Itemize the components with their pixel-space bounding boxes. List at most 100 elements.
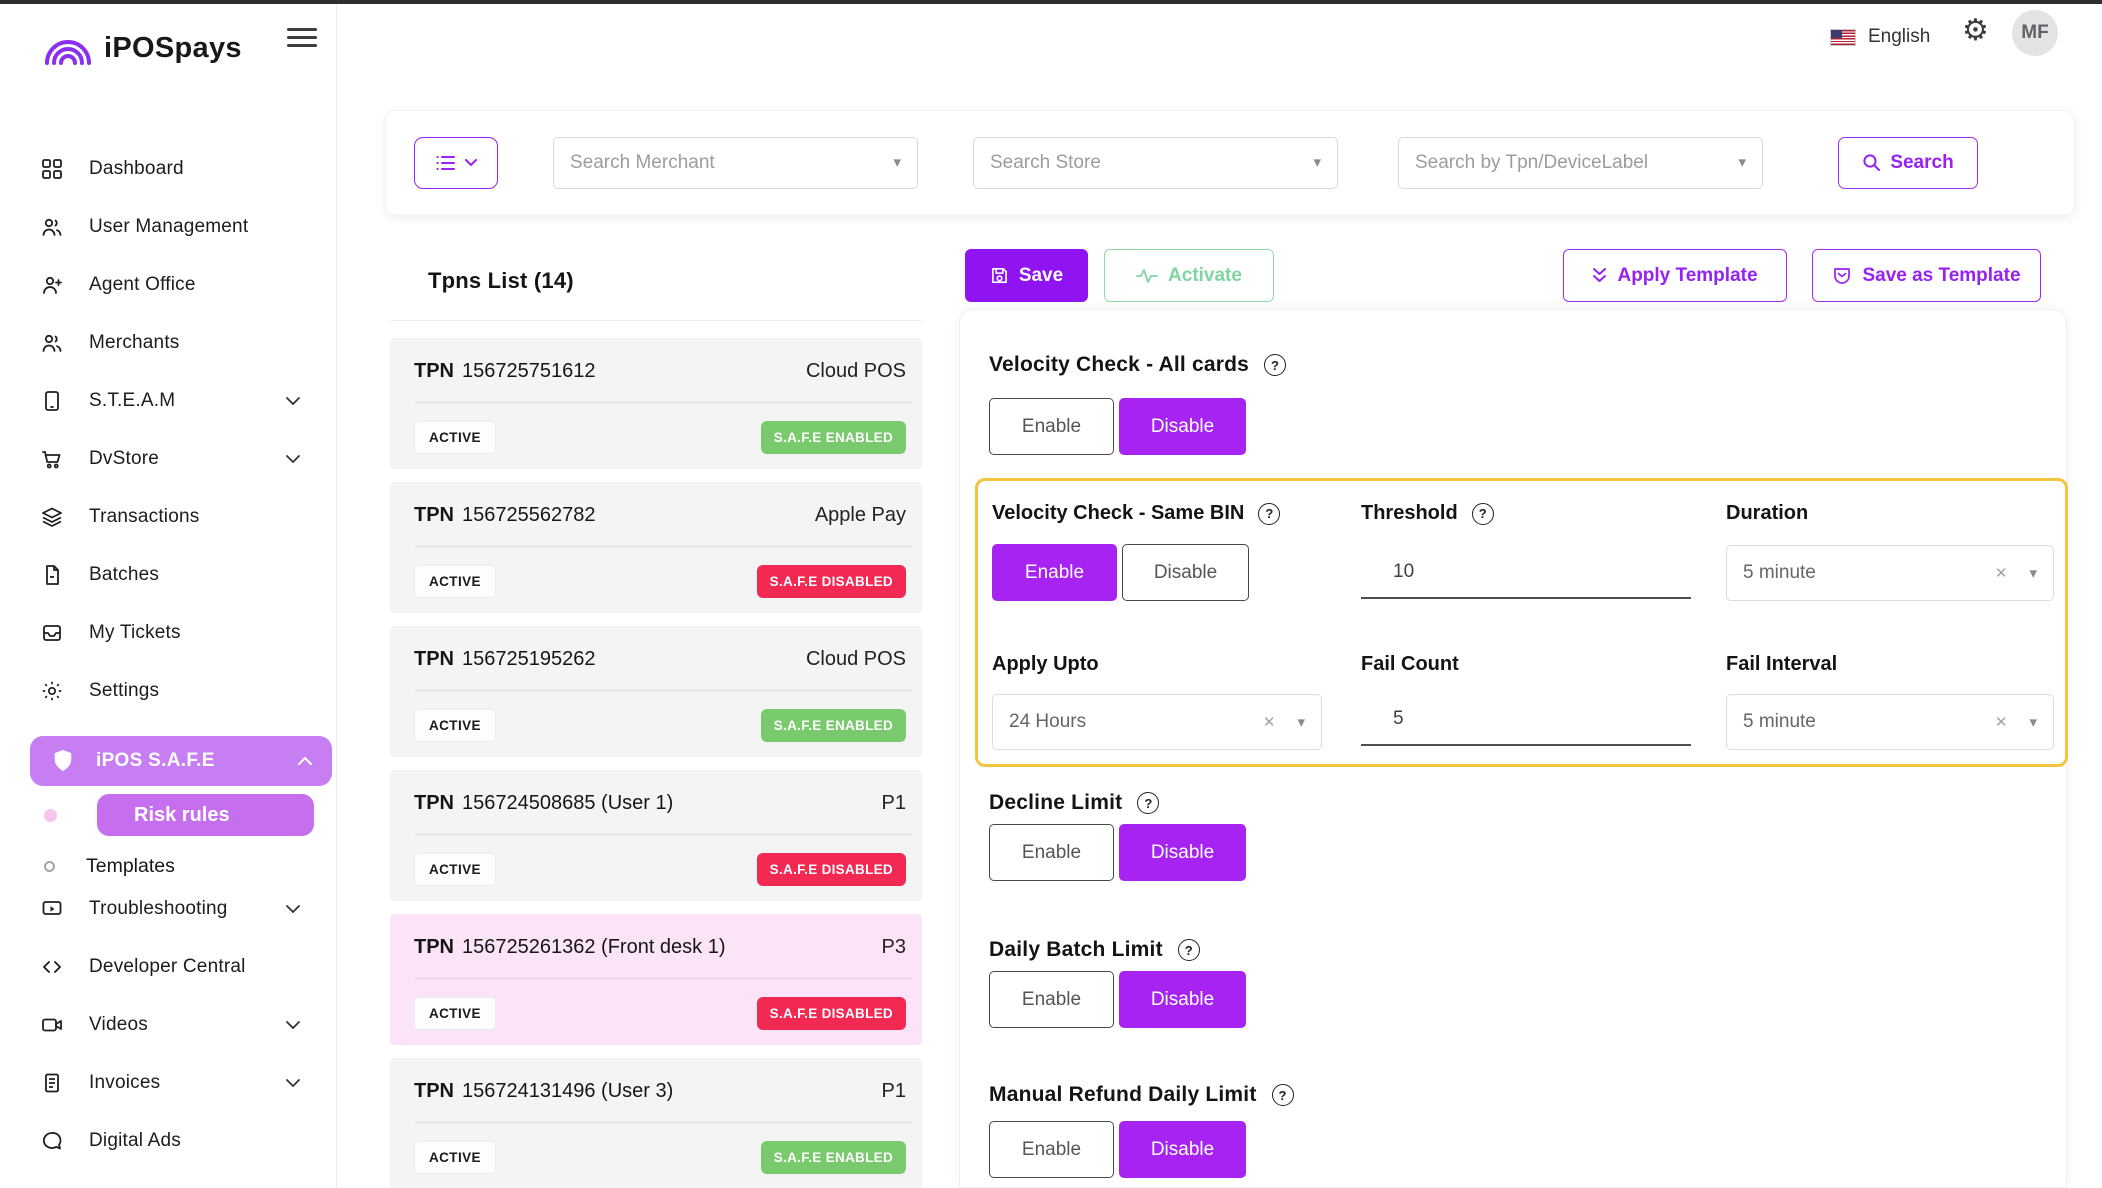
search-button[interactable]: Search <box>1838 136 1978 189</box>
sidebar-item-agent-office[interactable]: Agent Office <box>0 256 336 314</box>
chat-bubble-icon <box>40 1129 64 1153</box>
tpn-list-item[interactable]: TPN 156724131496 (User 3) P1 ACTIVE S.A.F… <box>390 1058 922 1188</box>
rainbow-arc-logo-icon <box>42 33 94 65</box>
cart-icon <box>40 447 64 471</box>
manual-refund-daily-limit-toggle: Enable Disable <box>989 1121 1246 1178</box>
help-icon[interactable] <box>1177 939 1200 961</box>
settings-gear-icon[interactable] <box>1962 13 1989 48</box>
caret-down-icon <box>1313 153 1321 172</box>
sidebar-item-digital-ads[interactable]: Digital Ads <box>0 1112 336 1170</box>
help-icon[interactable] <box>1471 502 1494 525</box>
manual-refund-daily-limit-section: Manual Refund Daily Limit <box>989 1083 1294 1107</box>
help-icon[interactable] <box>1264 354 1287 376</box>
disable-button[interactable]: Disable <box>1119 971 1246 1028</box>
tpn-prefix: TPN <box>414 360 454 382</box>
tablet-icon <box>40 389 64 413</box>
apply-template-button[interactable]: Apply Template <box>1563 249 1787 302</box>
language-selector[interactable]: English <box>1830 26 1930 48</box>
fail-interval-select[interactable]: 5 minute <box>1726 694 2054 750</box>
enable-button[interactable]: Enable <box>989 824 1114 881</box>
list-icon <box>435 153 457 173</box>
velocity-all-cards-section: Velocity Check - All cards <box>989 353 1287 377</box>
divider <box>414 546 912 547</box>
safe-badge: S.A.F.E ENABLED <box>760 709 906 742</box>
clear-icon[interactable] <box>1263 713 1276 732</box>
sidebar-item-invoices[interactable]: Invoices <box>0 1054 336 1112</box>
fail-count-input[interactable]: 5 <box>1361 694 1691 746</box>
tpns-list-title: Tpns List (14) <box>428 268 574 293</box>
help-icon[interactable] <box>1258 502 1281 525</box>
sidebar-item-batches[interactable]: Batches <box>0 546 336 604</box>
hamburger-menu-icon[interactable] <box>287 28 317 50</box>
search-tpn-select[interactable]: Search by Tpn/DeviceLabel <box>1398 136 1763 189</box>
sidebar-subitem-risk-rules[interactable]: Risk rules <box>97 794 314 836</box>
layers-icon <box>40 505 64 529</box>
sidebar-item-user-management[interactable]: User Management <box>0 198 336 256</box>
search-store-select[interactable]: Search Store <box>973 136 1338 189</box>
sidebar-item-dvstore[interactable]: DvStore <box>0 430 336 488</box>
tpn-id: TPN 156724131496 (User 3) <box>414 1080 674 1102</box>
sidebar-item-dashboard[interactable]: Dashboard <box>0 140 336 198</box>
threshold-input[interactable]: 10 <box>1361 547 1691 599</box>
disable-button[interactable]: Disable <box>1119 1121 1246 1178</box>
divider <box>414 690 912 691</box>
tpn-list-item[interactable]: TPN 156725562782 Apple Pay ACTIVE S.A.F.E… <box>390 482 922 613</box>
sidebar-item-my-tickets[interactable]: My Tickets <box>0 604 336 662</box>
sidebar-item-developer-central[interactable]: Developer Central <box>0 938 336 996</box>
chevron-down-icon <box>286 455 300 463</box>
tpn-list-item-selected[interactable]: TPN 156725261362 (Front desk 1) P3 ACTIVE… <box>390 914 922 1045</box>
velocity-all-cards-toggle: Enable Disable <box>989 398 1246 455</box>
tpn-type: Apple Pay <box>814 504 906 526</box>
header-actions: English MF <box>1820 10 2090 64</box>
tpn-type: Cloud POS <box>805 360 906 382</box>
disable-button[interactable]: Disable <box>1119 824 1246 881</box>
tpn-list-item[interactable]: TPN 156725195262 Cloud POS ACTIVE S.A.F.E… <box>390 626 922 757</box>
save-as-template-button[interactable]: Save as Template <box>1812 249 2041 302</box>
sidebar-item-ipos-safe[interactable]: iPOS S.A.F.E <box>30 736 332 786</box>
avatar[interactable]: MF <box>2012 10 2058 56</box>
search-merchant-select[interactable]: Search Merchant <box>553 136 918 189</box>
grid-icon <box>40 157 64 181</box>
sidebar-item-troubleshooting[interactable]: Troubleshooting <box>0 880 336 938</box>
sidebar-nav: Dashboard User Management Agent Office <box>0 140 336 720</box>
users-icon <box>40 331 64 355</box>
list-view-dropdown-button[interactable] <box>414 136 498 189</box>
clear-icon[interactable] <box>1995 564 2008 583</box>
top-strip <box>0 0 2102 4</box>
sidebar-item-transactions[interactable]: Transactions <box>0 488 336 546</box>
duration-select[interactable]: 5 minute <box>1726 545 2054 601</box>
disable-button[interactable]: Disable <box>1119 398 1246 455</box>
safe-badge: S.A.F.E DISABLED <box>756 565 906 598</box>
sidebar-subitem-templates[interactable]: Templates <box>0 844 336 888</box>
enable-button[interactable]: Enable <box>992 544 1117 601</box>
apply-upto-select[interactable]: 24 Hours <box>992 694 1322 750</box>
shield-icon <box>52 749 74 773</box>
status-badge: ACTIVE <box>414 421 496 454</box>
chevron-down-icon <box>286 1079 300 1087</box>
safe-badge: S.A.F.E ENABLED <box>760 1141 906 1174</box>
disable-button[interactable]: Disable <box>1122 544 1249 601</box>
enable-button[interactable]: Enable <box>989 1121 1114 1178</box>
activate-button[interactable]: Activate <box>1104 249 1274 302</box>
safe-badge: S.A.F.E DISABLED <box>756 853 906 886</box>
clear-icon[interactable] <box>1995 713 2008 732</box>
enable-button[interactable]: Enable <box>989 971 1114 1028</box>
help-icon[interactable] <box>1271 1084 1294 1106</box>
sidebar-item-merchants[interactable]: Merchants <box>0 314 336 372</box>
help-icon[interactable] <box>1137 792 1160 814</box>
enable-button[interactable]: Enable <box>989 398 1114 455</box>
tpn-list-item[interactable]: TPN 156724508685 (User 1) P1 ACTIVE S.A.F… <box>390 770 922 901</box>
save-button[interactable]: Save <box>965 249 1088 302</box>
sidebar-item-settings[interactable]: Settings <box>0 662 336 720</box>
decline-limit-toggle: Enable Disable <box>989 824 1246 881</box>
sidebar-item-videos[interactable]: Videos <box>0 996 336 1054</box>
tpn-prefix: TPN <box>414 792 454 814</box>
activity-pulse-icon <box>1136 268 1158 284</box>
chevron-down-icon <box>286 905 300 913</box>
fail-interval-label: Fail Interval <box>1726 653 1838 675</box>
sidebar-item-steam[interactable]: S.T.E.A.M <box>0 372 336 430</box>
divider <box>414 834 912 835</box>
tpn-list-item[interactable]: TPN 156725751612 Cloud POS ACTIVE S.A.F.E… <box>390 338 922 469</box>
chevron-down-icon <box>286 397 300 405</box>
invoice-icon <box>40 1071 64 1095</box>
